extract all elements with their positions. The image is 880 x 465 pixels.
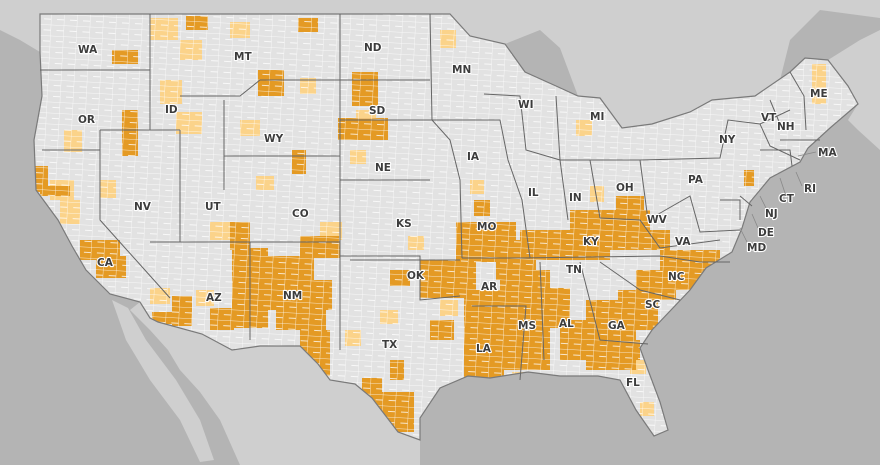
state-label-ut: UT: [205, 201, 222, 213]
state-borders: [40, 13, 820, 381]
state-label-ny: NY: [719, 134, 736, 146]
state-label-me: ME: [810, 88, 828, 100]
state-label-ca: CA: [97, 257, 114, 269]
state-label-wv: WV: [647, 214, 668, 226]
state-label-nj: NJ: [765, 208, 778, 220]
state-label-nv: NV: [134, 201, 152, 213]
state-label-wy: WY: [264, 133, 284, 145]
state-label-ks: KS: [396, 218, 412, 230]
state-label-tn: TN: [566, 264, 582, 276]
mexico-land: [130, 302, 420, 465]
state-label-pa: PA: [688, 174, 704, 186]
state-label-va: VA: [675, 236, 691, 248]
state-label-ia: IA: [467, 151, 480, 163]
baja-peninsula: [112, 300, 214, 462]
state-label-fl: FL: [626, 377, 640, 389]
state-label-ar: AR: [481, 281, 497, 293]
state-label-ri: RI: [804, 183, 816, 195]
state-label-vt: VT: [761, 112, 777, 124]
state-label-ct: CT: [779, 193, 795, 205]
state-label-oh: OH: [616, 182, 634, 194]
state-label-ga: GA: [608, 320, 626, 332]
state-label-id: ID: [165, 104, 178, 116]
label-leader-lines: [739, 151, 817, 243]
state-label-nm: NM: [283, 290, 302, 302]
state-label-la: LA: [476, 343, 492, 355]
state-label-al: AL: [559, 318, 574, 330]
state-label-wa: WA: [78, 44, 98, 56]
state-label-mt: MT: [234, 51, 252, 63]
state-label-or: OR: [78, 114, 95, 126]
state-label-md: MD: [747, 242, 766, 254]
state-label-ok: OK: [407, 270, 425, 282]
state-label-mn: MN: [452, 64, 471, 76]
state-label-nc: NC: [668, 271, 685, 283]
state-label-sc: SC: [645, 299, 661, 311]
state-label-nd: ND: [364, 42, 382, 54]
canada-land: [0, 0, 880, 128]
us-outline: [33, 13, 859, 441]
state-label-az: AZ: [206, 292, 222, 304]
state-label-il: IL: [528, 187, 539, 199]
state-label-ma: MA: [818, 147, 837, 159]
state-label-nh: NH: [777, 121, 795, 133]
state-label-mo: MO: [477, 221, 496, 233]
state-label-sd: SD: [369, 105, 386, 117]
state-label-tx: TX: [382, 339, 397, 351]
state-labels: WA OR CA NV ID MT WY UT AZ CO NM ND SD N…: [77, 41, 839, 390]
state-label-ms: MS: [518, 320, 536, 332]
state-label-co: CO: [292, 208, 309, 220]
state-label-mi: MI: [590, 111, 604, 123]
state-label-ne: NE: [375, 162, 391, 174]
canada-maritime: [828, 30, 880, 150]
state-label-wi: WI: [518, 99, 534, 111]
state-label-de: DE: [758, 227, 774, 239]
state-label-in: IN: [569, 192, 582, 204]
state-label-ky: KY: [583, 236, 599, 248]
